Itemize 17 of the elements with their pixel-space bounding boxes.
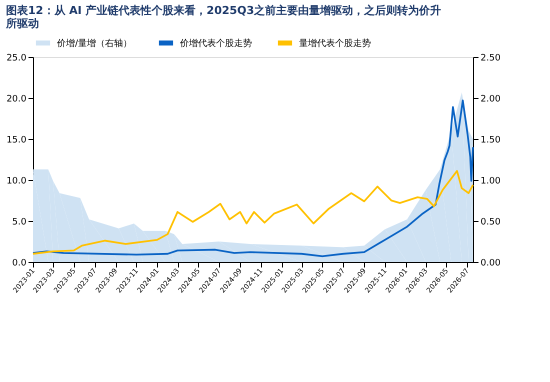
y2-tick-label: 1.00 <box>480 176 501 186</box>
chart-title: 图表12：从 AI 产业链代表性个股来看，2025Q3之前主要由量增驱动，之后则转为价升所驱动 <box>4 4 442 30</box>
legend-label: 量增代表个股走势 <box>299 38 371 49</box>
y-tick-label: 20.0 <box>6 94 27 104</box>
y2-tick-label: 2.00 <box>480 94 501 104</box>
legend-label: 价增/量增（右轴） <box>56 38 132 49</box>
y2-tick-label: 1.50 <box>480 136 501 146</box>
y2-tick-label: 0.50 <box>480 218 501 228</box>
line-series <box>32 170 474 255</box>
y2-tick-label: 2.50 <box>480 54 501 64</box>
y2-tick-label: 0.00 <box>480 258 501 268</box>
y-tick-label: 15.0 <box>6 136 27 146</box>
y-tick-label: 0.0 <box>12 258 27 268</box>
y-tick-label: 25.0 <box>6 54 27 64</box>
y-tick-label: 10.0 <box>6 176 27 186</box>
legend-label: 价增代表个股走势 <box>179 38 252 49</box>
y-tick-label: 5.0 <box>12 218 27 228</box>
